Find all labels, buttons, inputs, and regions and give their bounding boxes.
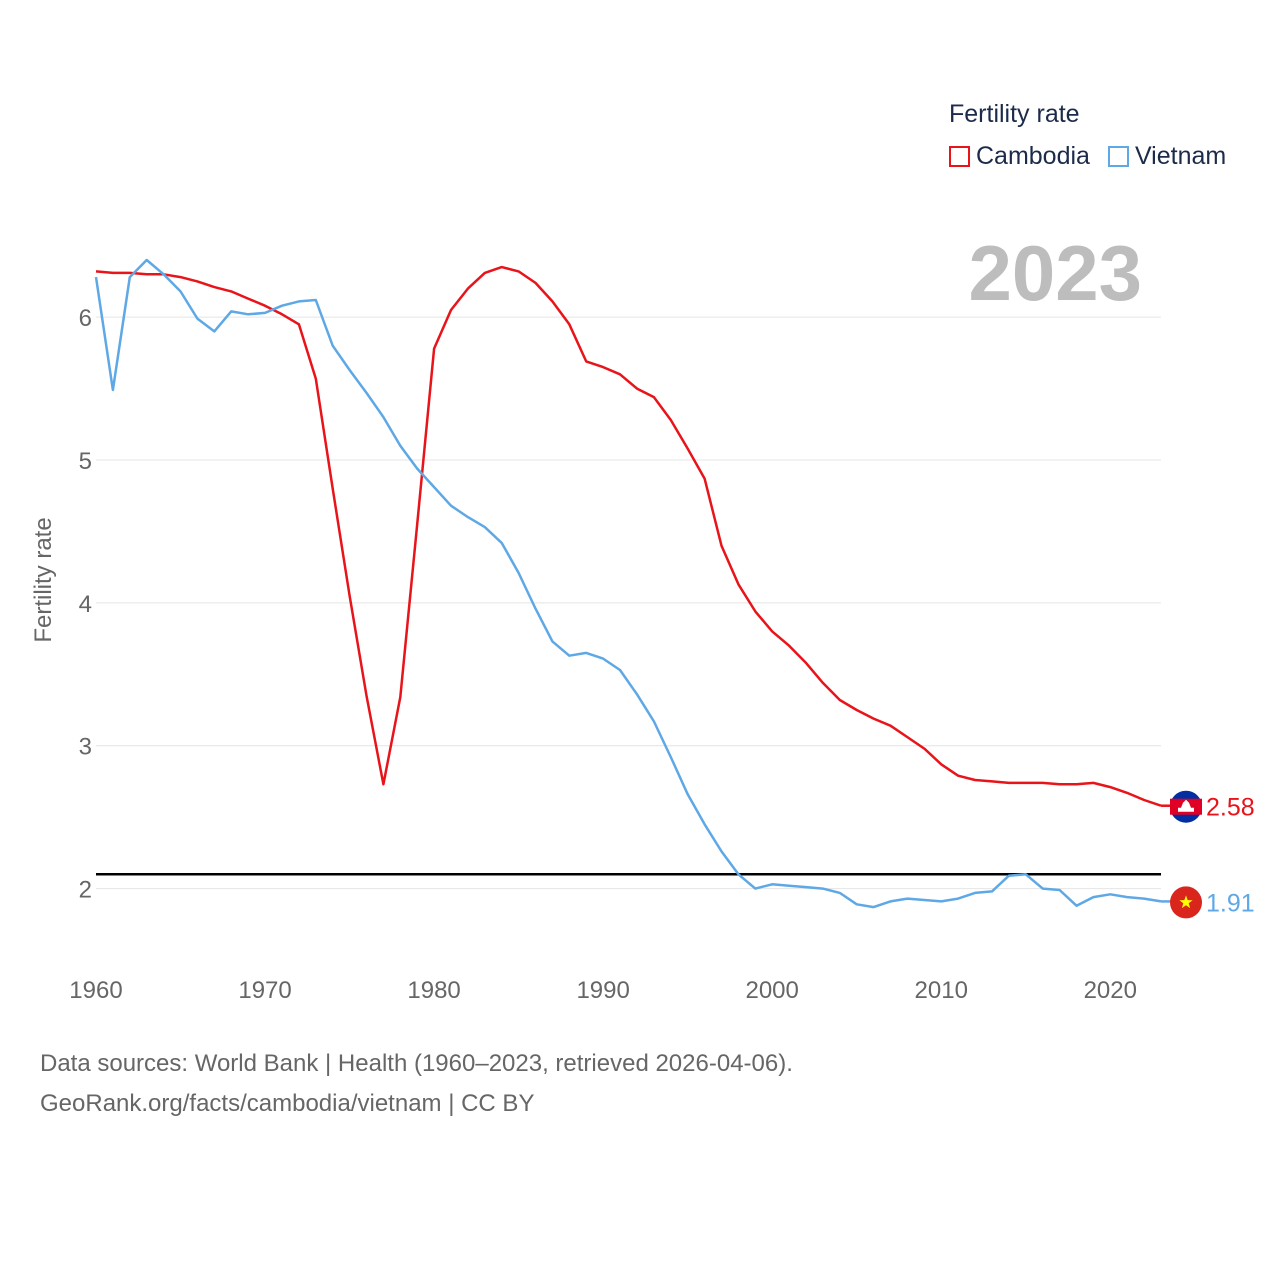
legend: Cambodia Vietnam (949, 142, 1244, 171)
x-tick-label: 2000 (745, 977, 798, 1004)
series-line-vietnam (94, 258, 1162, 909)
legend-item-vietnam[interactable]: Vietnam (1107, 142, 1227, 171)
sources-line-2: GeoRank.org/facts/cambodia/vietnam | CC … (40, 1090, 535, 1117)
x-tick-label: 1960 (69, 977, 122, 1004)
end-value-label-cambodia: 2.58 (1206, 794, 1255, 822)
legend-label-vietnam: Vietnam (1134, 142, 1227, 170)
vietnam-flag-icon (1170, 886, 1202, 919)
legend-item-cambodia[interactable]: Cambodia (949, 142, 1090, 171)
y-tick-label: 3 (79, 734, 92, 761)
cambodia-flag-icon (1170, 790, 1202, 823)
x-tick-label: 2010 (915, 977, 968, 1004)
sources-line-1: Data sources: World Bank | Health (1960–… (40, 1050, 793, 1077)
legend-title: Fertility rate (949, 100, 1080, 128)
y-tick-label: 4 (79, 591, 92, 618)
gridlines (96, 316, 1161, 890)
y-axis-label: Fertility rate (30, 517, 57, 642)
y-axis-ticks: 2 3 4 5 6 (79, 305, 92, 903)
y-tick-label: 6 (79, 305, 92, 332)
y-tick-label: 5 (79, 448, 92, 475)
series-lines (94, 258, 1162, 909)
legend-swatch-cambodia (949, 146, 970, 167)
x-tick-label: 1970 (238, 977, 291, 1004)
y-tick-label: 2 (79, 877, 92, 904)
series-line-cambodia (95, 265, 1162, 807)
x-tick-label: 2020 (1084, 977, 1137, 1004)
legend-label-cambodia: Cambodia (976, 142, 1090, 170)
x-tick-label: 1990 (576, 977, 629, 1004)
year-label: 2023 (968, 229, 1142, 317)
x-tick-label: 1980 (407, 977, 460, 1004)
data-sources: Data sources: World Bank | Health (1960–… (40, 1044, 793, 1124)
x-axis-ticks: 1960 1970 1980 1990 2000 2010 2020 (69, 977, 1137, 1004)
end-value-label-vietnam: 1.91 (1206, 889, 1255, 917)
legend-swatch-vietnam (1107, 146, 1129, 167)
end-markers: 2.58 1.91 (1161, 790, 1255, 919)
